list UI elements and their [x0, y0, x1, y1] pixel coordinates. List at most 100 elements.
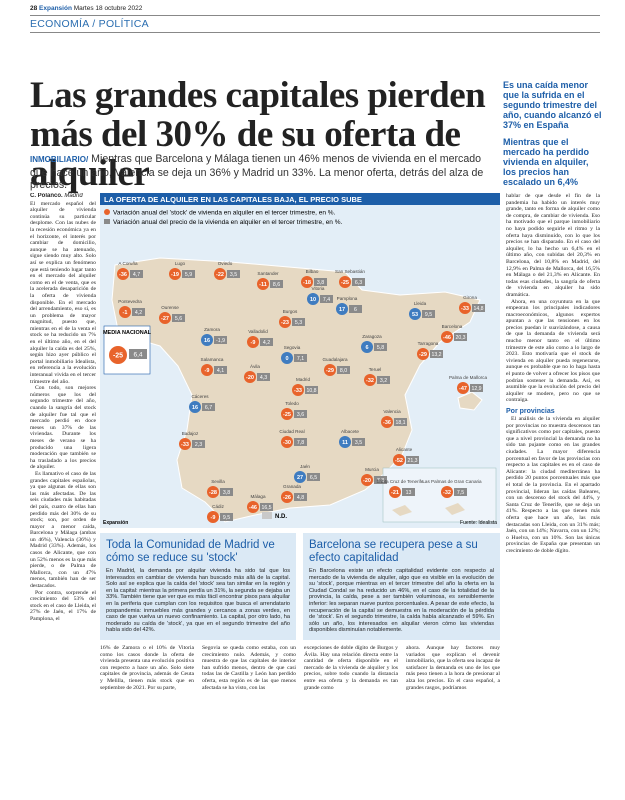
price-box [294, 410, 307, 418]
stock-circle [361, 474, 373, 486]
stock-circle [281, 491, 293, 503]
page-number: 28 [30, 5, 38, 12]
price-box [454, 333, 467, 341]
legend-swatch [104, 219, 110, 224]
price-value: 5,8 [377, 345, 384, 351]
price-box [352, 278, 365, 286]
city-name: Toledo [285, 401, 299, 406]
stock-circle [207, 511, 219, 523]
price-value: 4,1 [217, 368, 224, 374]
stock-circle [257, 278, 269, 290]
stock-value: 10 [310, 297, 316, 303]
city-name: Granada [283, 484, 301, 489]
price-value: 9,5 [223, 515, 230, 521]
price-value: 5,6 [175, 316, 182, 322]
stock-circle [364, 374, 376, 386]
price-box [132, 308, 145, 316]
price-value: 5,9 [185, 272, 192, 278]
highlight: Mientras que el mercado ha perdido vivie… [503, 137, 590, 187]
stock-value: -26 [283, 495, 291, 501]
canary-island [392, 505, 412, 516]
price-value: 2,3 [195, 442, 202, 448]
rule [30, 32, 600, 33]
price-box [320, 295, 333, 303]
stock-value: -29 [326, 368, 334, 374]
column: ahora. Aunque hay factores muy variados … [406, 645, 500, 798]
stock-value: 16 [204, 338, 210, 344]
stock-value: -52 [395, 458, 403, 464]
city-name: Valladolid [248, 329, 268, 334]
legend-swatch [104, 209, 110, 215]
price-box [172, 314, 185, 322]
stock-value: -33 [461, 306, 469, 312]
paper-name: Expansión [39, 5, 72, 12]
stock-value: -30 [283, 440, 291, 446]
paragraph: Es llamativo el caso de las grandes capi… [30, 470, 96, 590]
price-box [294, 354, 307, 362]
price-box [182, 270, 195, 278]
stock-circle [361, 341, 373, 353]
subtitle: Por provincias [506, 408, 555, 415]
price-value: 8,0 [340, 368, 347, 374]
price-box [227, 270, 240, 278]
price-box [454, 488, 467, 496]
nd-label: N.D. [275, 514, 287, 520]
stock-value: -36 [119, 272, 127, 278]
stock-circle [294, 471, 306, 483]
price-box [472, 304, 485, 312]
stock-value: -11 [259, 282, 267, 288]
paragraph: ahora. Aunque hay factores muy variados … [406, 645, 500, 691]
city-name: Santander [257, 271, 279, 276]
stock-circle [281, 352, 293, 364]
stock-circle [459, 302, 471, 314]
city-name: Málaga [250, 494, 266, 499]
price-box [260, 338, 273, 346]
price-value: 6 [354, 307, 357, 313]
price-value: 14,8 [473, 306, 483, 312]
price-box [374, 476, 387, 484]
price-box [292, 318, 305, 326]
byline-author: C. Polanco. [30, 193, 63, 199]
section: ECONOMÍA / POLÍTICA [30, 18, 149, 30]
price-box [337, 366, 350, 374]
price-value: 21,3 [407, 458, 417, 464]
price-box [294, 493, 307, 501]
stock-value: -32 [443, 490, 451, 496]
city-name: Badajoz [182, 431, 199, 436]
source: Fuente: Idealista [460, 520, 497, 526]
stock-value: -47 [459, 386, 467, 392]
stock-value: 27 [297, 475, 303, 481]
stock-value: -18 [303, 280, 311, 286]
city-name: Ciudad Real [279, 429, 304, 434]
stock-value: -9 [211, 515, 216, 521]
stock-value: -19 [171, 272, 179, 278]
price-value: 3,8 [223, 490, 230, 496]
price-value: 9,5 [425, 312, 432, 318]
stock-value: 16 [192, 405, 198, 411]
legend-label: Variación anual del precio de la viviend… [113, 219, 343, 226]
national-stock-circle [109, 346, 127, 364]
stock-value: -27 [161, 316, 169, 322]
paragraph: excepciones de doble dígito de Burgos y … [304, 645, 398, 691]
price-box [470, 384, 483, 392]
paragraph: El análisis de la vivienda en alquiler p… [506, 416, 600, 554]
price-value: 3,2 [380, 378, 387, 384]
price-value: 6,3 [355, 280, 362, 286]
page-header: 28 Expansión Martes 18 octubre 2022 [30, 5, 142, 12]
stock-circle [119, 306, 131, 318]
price-box [257, 373, 270, 381]
stock-value: -22 [216, 272, 224, 278]
stock-value: 53 [412, 312, 418, 318]
stock-circle [247, 501, 259, 513]
price-value: 3,6 [297, 412, 304, 418]
national-label: MEDIA NACIONAL [103, 330, 152, 336]
stock-circle [117, 268, 129, 280]
national-stock: -25 [113, 353, 123, 360]
stock-value: 0 [285, 356, 288, 362]
highlight: Es una caída menor que la sufrida en el … [503, 80, 602, 130]
price-box [260, 503, 273, 511]
price-value: 8,6 [273, 282, 280, 288]
price-value: 13 [406, 490, 412, 496]
city-name: Salamanca [201, 357, 224, 362]
